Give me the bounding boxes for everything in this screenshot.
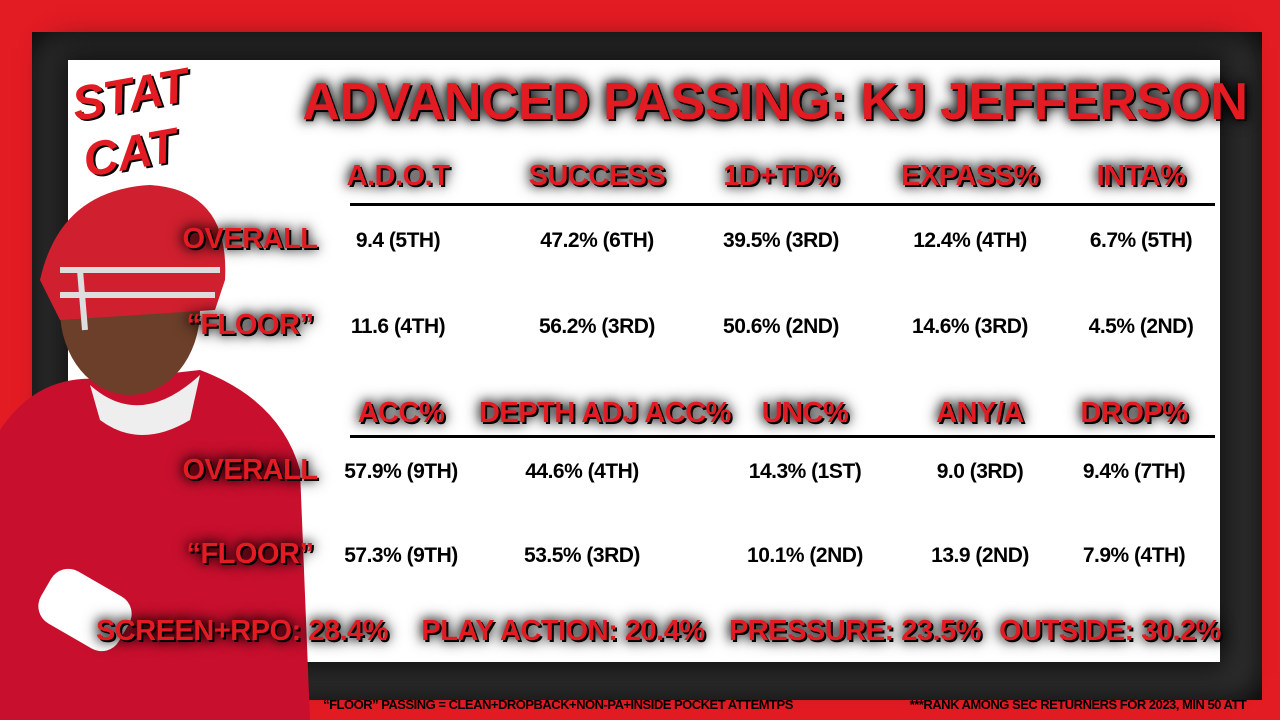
column-header: INTA%: [1096, 160, 1186, 192]
cell: 4.5% (2ND): [1088, 315, 1194, 338]
cell: 13.9 (2ND): [931, 544, 1029, 567]
cell: 9.0 (3RD): [936, 460, 1024, 483]
cell: 14.6% (3RD): [912, 315, 1028, 338]
row-label: “FLOOR”: [186, 538, 315, 570]
column-header: SUCCESS: [528, 160, 666, 192]
cell: 47.2% (6TH): [540, 229, 654, 252]
column-header: ACC%: [357, 397, 445, 429]
cell: 6.7% (5TH): [1089, 229, 1193, 252]
cell: 56.2% (3RD): [539, 315, 655, 338]
footnote: “FLOOR” PASSING = CLEAN+DROPBACK+NON-PA+…: [323, 697, 793, 712]
row-label: OVERALL: [182, 454, 318, 486]
column-header: DROP%: [1080, 397, 1188, 429]
column-header: ANY/A: [936, 397, 1024, 429]
rule: [350, 435, 1215, 438]
player-photo: [0, 185, 310, 720]
cell: 57.9% (9TH): [344, 460, 458, 483]
column-header: EXPASS%: [901, 160, 1039, 192]
cell: 57.3% (9TH): [344, 544, 458, 567]
cell: 44.6% (4TH): [525, 460, 639, 483]
title: ADVANCED PASSING: KJ JEFFERSON: [302, 73, 1248, 131]
cell: 39.5% (3RD): [723, 229, 839, 252]
column-header: 1D+TD%: [723, 160, 839, 192]
cell: 9.4% (7TH): [1082, 460, 1186, 483]
column-header: A.D.O.T: [346, 160, 450, 192]
column-header: DEPTH ADJ ACC%: [479, 397, 731, 429]
row-label: OVERALL: [182, 223, 318, 255]
summary-stat: SCREEN+RPO: 28.4%: [95, 615, 389, 647]
cell: 50.6% (2ND): [723, 315, 839, 338]
cell: 11.6 (4TH): [350, 315, 446, 338]
column-header: UNC%: [761, 397, 849, 429]
footnote: ***RANK AMONG SEC RETURNERS FOR 2023, MI…: [909, 697, 1247, 712]
cell: 12.4% (4TH): [913, 229, 1027, 252]
summary-stat: PLAY ACTION: 20.4%: [421, 615, 705, 647]
cell: 53.5% (3RD): [524, 544, 640, 567]
cell: 14.3% (1ST): [748, 460, 862, 483]
summary-stat: PRESSURE: 23.5%: [729, 615, 982, 647]
row-label: “FLOOR”: [186, 309, 315, 341]
summary-stat: OUTSIDE: 30.2%: [999, 615, 1221, 647]
cell: 10.1% (2ND): [747, 544, 863, 567]
cell: 7.9% (4TH): [1082, 544, 1186, 567]
rule: [350, 203, 1215, 206]
cell: 9.4 (5TH): [355, 229, 441, 252]
